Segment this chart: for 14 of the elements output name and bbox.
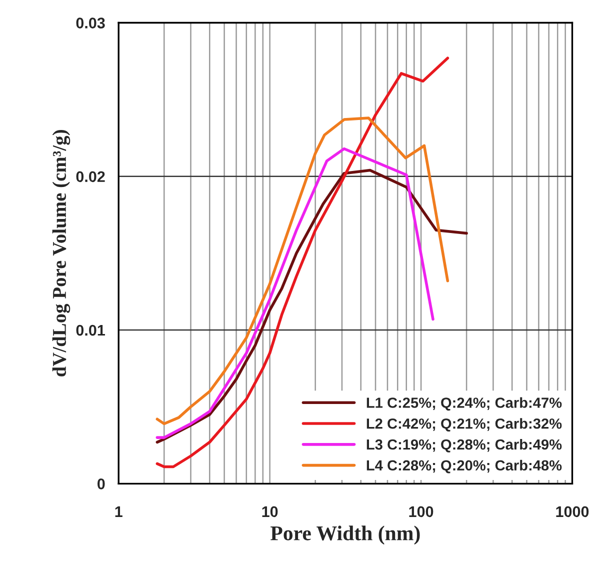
legend-label: L3 C:19%; Q:28%; Carb:49% <box>366 438 562 452</box>
y-tick-label: 0 <box>98 478 105 490</box>
x-axis-title: Pore Width (nm) <box>270 526 420 545</box>
y-axis-title: dV/dLog Pore Volume (cm³/g) <box>52 130 70 376</box>
x-tick-label: 1 <box>115 506 122 517</box>
y-tick-label: 0.03 <box>76 18 105 28</box>
x-tick-label: 10 <box>262 506 278 518</box>
legend-label: L1 C:25%; Q:24%; Carb:47% <box>366 397 562 411</box>
y-tick-label: 0.02 <box>76 171 105 182</box>
y-tick-label: 0.01 <box>76 324 105 336</box>
x-tick-label: 100 <box>409 506 434 518</box>
x-tick-label: 1000 <box>556 506 589 518</box>
legend-label: L4 C:28%; Q:20%; Carb:48% <box>366 460 562 474</box>
legend-label: L2 C:42%; Q:21%; Carb:32% <box>366 418 562 432</box>
